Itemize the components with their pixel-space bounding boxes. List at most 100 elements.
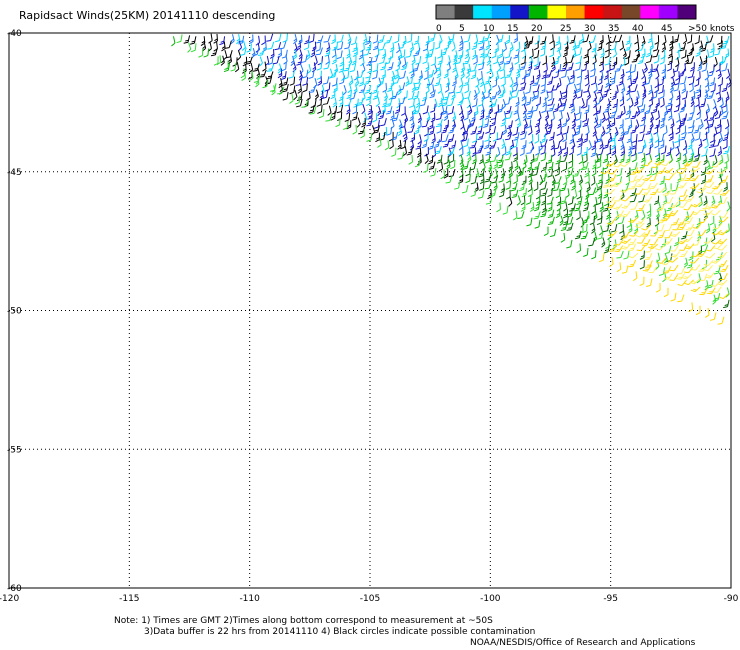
wind-barb — [592, 48, 597, 59]
wind-barb — [389, 110, 395, 121]
wind-barb — [470, 188, 477, 197]
wind-barb — [512, 146, 518, 157]
wind-barb — [505, 132, 513, 141]
wind-barb — [484, 140, 490, 150]
wind-barb — [505, 180, 512, 190]
wind-barb — [675, 146, 680, 157]
wind-barb — [343, 70, 350, 80]
wind-barb — [667, 110, 673, 121]
wind-barb — [400, 119, 407, 129]
lat-tick-label: -50 — [7, 307, 22, 317]
wind-barb — [558, 97, 563, 109]
wind-barb — [372, 34, 379, 44]
wind-barb — [594, 183, 599, 194]
wind-barb — [639, 276, 645, 287]
wind-barb — [410, 68, 415, 79]
wind-barb — [398, 96, 406, 105]
wind-barb — [344, 112, 351, 122]
wind-barb — [685, 243, 695, 250]
legend-swatch — [454, 5, 474, 19]
wind-barb — [520, 75, 526, 85]
wind-barb — [526, 146, 534, 154]
wind-barb — [709, 148, 716, 158]
wind-barb — [597, 75, 603, 86]
wind-barb — [613, 154, 618, 165]
legend-swatch — [473, 5, 493, 19]
wind-barb — [511, 83, 519, 92]
wind-barb — [713, 222, 723, 230]
wind-barb — [323, 61, 331, 70]
wind-barb — [657, 224, 665, 232]
wind-barb — [515, 41, 521, 52]
wind-barb — [557, 118, 562, 129]
wind-barb — [687, 47, 694, 57]
wind-barb — [415, 141, 422, 150]
legend-label: 40 — [632, 24, 644, 34]
wind-barb — [599, 70, 604, 81]
wind-barb — [529, 154, 535, 164]
wind-barb — [688, 251, 694, 261]
wind-barb — [606, 196, 616, 203]
legend-label: 5 — [459, 24, 465, 34]
wind-barb — [553, 141, 561, 150]
wind-barb — [588, 187, 597, 196]
wind-barb — [675, 50, 680, 60]
wind-barb — [706, 35, 714, 44]
wind-barb — [320, 84, 325, 95]
wind-barb — [663, 253, 668, 264]
wind-barb — [346, 89, 352, 100]
wind-barb — [516, 118, 521, 129]
wind-barb — [705, 181, 715, 189]
wind-barb — [425, 35, 430, 46]
wind-barb — [248, 34, 254, 45]
wind-barb — [641, 152, 646, 163]
wind-barb — [540, 47, 546, 57]
wind-barb — [545, 126, 553, 135]
wind-barb — [511, 139, 519, 149]
wind-barb — [576, 120, 582, 130]
wind-barb — [687, 153, 694, 163]
wind-barb — [717, 251, 728, 259]
wind-barb — [392, 113, 399, 122]
wind-barb — [628, 252, 639, 259]
wind-barb — [504, 35, 511, 45]
wind-barb — [644, 76, 651, 85]
wind-barb — [679, 194, 688, 202]
wind-barb — [520, 131, 527, 140]
wind-barb — [694, 77, 700, 87]
wind-barb — [559, 215, 564, 226]
wind-barb — [713, 138, 721, 147]
wind-barb — [598, 225, 604, 236]
wind-barb — [249, 71, 254, 82]
wind-barb — [713, 292, 721, 302]
wind-barb — [547, 216, 555, 225]
wind-barb — [372, 85, 379, 94]
wind-barb — [464, 90, 471, 100]
wind-barb — [669, 90, 674, 101]
wind-barb — [666, 103, 673, 113]
wind-barb — [277, 68, 283, 79]
wind-barb — [457, 96, 464, 106]
wind-barb — [621, 195, 631, 202]
wind-barb — [601, 89, 609, 98]
wind-barb — [289, 85, 296, 95]
wind-barb — [641, 209, 646, 221]
wind-barbs — [171, 33, 732, 325]
wind-barb — [484, 154, 491, 164]
wind-barb — [705, 245, 716, 252]
wind-barb — [611, 140, 616, 150]
wind-barb — [428, 141, 435, 150]
wind-barb — [422, 42, 429, 52]
wind-barb — [639, 260, 645, 270]
wind-barb — [679, 103, 686, 113]
wind-barb — [462, 126, 469, 135]
wind-barb — [391, 131, 399, 141]
wind-barb — [234, 62, 240, 73]
wind-barb — [555, 36, 560, 46]
lat-tick-label: -60 — [7, 584, 22, 594]
wind-barb — [490, 111, 498, 120]
wind-barb — [437, 49, 443, 59]
wind-barb — [385, 98, 393, 107]
wind-barb — [691, 209, 702, 216]
wind-barb — [570, 103, 575, 114]
